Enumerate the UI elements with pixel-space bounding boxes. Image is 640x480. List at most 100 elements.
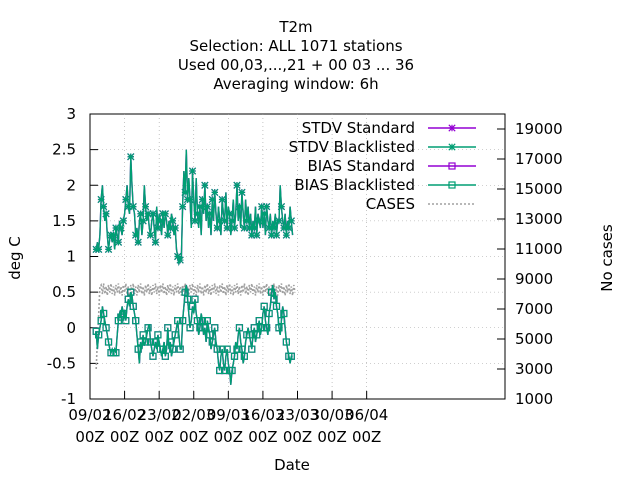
x-tick-label: 23/02 [138,406,181,424]
data-point [245,224,253,232]
data-point [262,203,271,211]
data-point [149,352,157,360]
x-tick-label-time: 00Z [214,428,243,446]
data-point [203,203,211,211]
data-point [161,352,169,360]
data-point [272,231,281,239]
y2-tick-label: 17000 [515,150,563,168]
data-point [95,331,103,339]
series-group [92,149,296,385]
data-point [248,231,256,239]
data-point [127,288,135,296]
data-point [139,217,147,225]
data-point [174,252,182,261]
y2-tick-label: 19000 [515,120,563,138]
data-point [275,217,283,225]
data-point [258,203,266,211]
series-line [95,149,294,267]
y-tick-label: 3 [66,105,76,123]
data-point [248,345,256,353]
y2-tick-label: 9000 [515,270,553,288]
data-point [243,217,251,225]
data-point [119,217,127,225]
x-tick-label-time: 00Z [144,428,173,446]
data-point [203,317,211,325]
data-point [238,345,246,353]
x-axis: 09/02 00Z 16/02 00Z 23/02 00Z 02/03 00Z 09/03 00Z… [68,114,388,446]
data-point [144,210,152,218]
data-point [267,231,276,239]
data-point [230,224,239,232]
data-point [233,181,241,189]
data-point [151,238,160,246]
y2-axis: 1000 3000 5000 7000 9000 11000 13000 15000 17000… [497,120,563,408]
data-point [132,231,140,239]
data-point [201,181,209,189]
data-point [206,331,214,339]
data-point [228,366,236,375]
y-tick-label: 2.5 [52,141,76,159]
data-point [198,317,206,325]
y-tick-label: 1 [66,248,76,266]
data-point [270,295,278,303]
data-point [250,324,258,332]
legend-label: STDV Blacklisted [289,138,415,156]
data-point [137,338,145,346]
data-point [228,217,236,225]
data-point [230,352,239,360]
data-point [169,217,177,225]
data-point [282,231,291,239]
data-point [280,309,288,318]
data-point [253,231,261,239]
data-point [225,210,234,218]
data-point [144,324,152,332]
data-point [181,288,189,296]
data-point [235,324,244,332]
data-point [124,203,132,211]
data-point [218,195,226,204]
data-point [104,338,113,346]
x-tick-label: 09/02 [68,406,111,424]
data-point [112,349,120,357]
data-point [183,295,192,303]
data-point [211,188,219,196]
legend-item: STDV Standard [302,119,476,137]
data-point [159,345,167,353]
data-point [97,317,105,325]
data-point [260,210,268,218]
y2-tick-label: 3000 [515,360,553,378]
x-tick-label-time: 00Z [248,428,277,446]
x-tick-label-time: 00Z [352,428,381,446]
data-point [122,195,130,204]
data-point [117,224,125,232]
data-point [255,317,263,325]
legend-label: STDV Standard [302,119,415,137]
data-point [272,302,281,310]
data-point [240,352,248,360]
series-bias-blacklisted [92,284,295,385]
data-point [164,231,172,239]
data-point [151,338,160,346]
data-point [164,324,172,332]
legend-label: BIAS Standard [307,157,415,175]
data-point [191,217,199,225]
y-tick-label: 0 [66,319,76,337]
data-point [221,366,229,375]
data-point [448,162,456,170]
data-point [280,224,288,232]
data-point [287,352,295,360]
data-point [196,203,204,211]
data-point [448,181,456,189]
data-point [181,188,189,196]
data-point [99,203,108,211]
data-point [260,302,268,310]
y-tick-label: -1 [61,390,76,408]
data-point [146,231,155,239]
data-point [188,167,197,175]
data-point [208,338,216,346]
data-point [139,331,147,339]
data-point [238,188,246,196]
data-point [129,302,137,310]
